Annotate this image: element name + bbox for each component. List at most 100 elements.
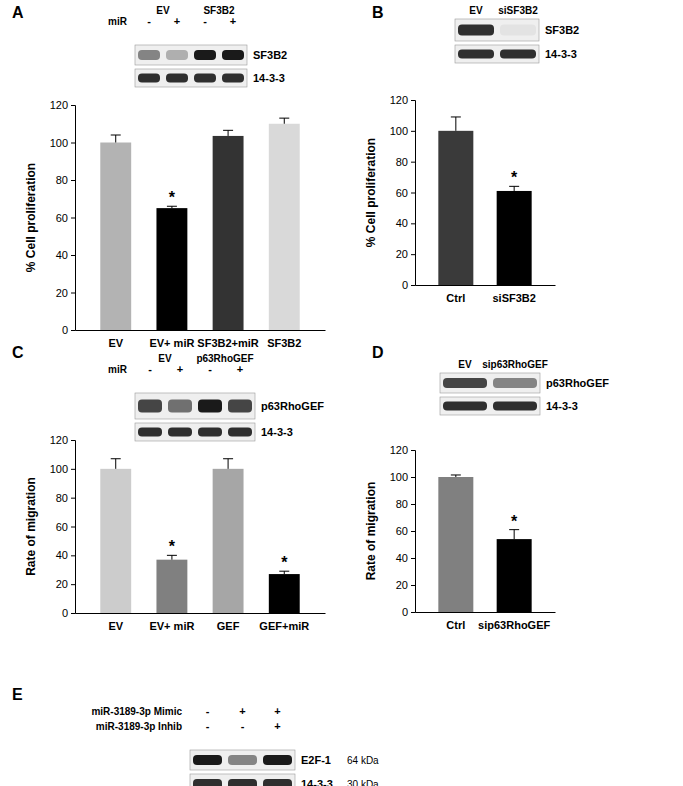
- x-tick: EV: [108, 337, 123, 349]
- y-tick: 0: [402, 279, 415, 291]
- lane-group-label: EV: [458, 359, 472, 370]
- panel-label: D: [372, 344, 384, 361]
- x-tick: SF3B2: [267, 337, 301, 349]
- y-tick: 120: [50, 434, 75, 446]
- error-bars: [111, 118, 290, 208]
- lane-group-label: EV: [469, 5, 483, 16]
- bar: [213, 136, 244, 330]
- y-axis-title: Rate of migration: [24, 477, 38, 576]
- error-bar-line: [284, 118, 285, 124]
- blot-strip: [190, 750, 295, 770]
- x-tick: EV: [108, 620, 123, 632]
- y-tick-mark: [411, 193, 415, 194]
- y-tick-mark: [71, 527, 75, 528]
- error-bar-cap: [451, 116, 461, 117]
- treatment-sign: -: [241, 720, 245, 732]
- y-tick-label: 60: [396, 525, 408, 537]
- y-tick: 120: [390, 444, 415, 456]
- y-tick: 20: [56, 578, 75, 590]
- treatment-sign: -: [203, 15, 207, 27]
- error-bar-line: [514, 186, 515, 191]
- treatment-sign: +: [239, 705, 245, 717]
- y-axis: 020406080100120: [50, 434, 76, 619]
- y-tick-mark: [71, 105, 75, 106]
- blot-band: [198, 400, 222, 413]
- y-tick: 120: [50, 99, 75, 111]
- plot-area: [438, 475, 531, 612]
- y-tick-label: 0: [62, 607, 68, 619]
- y-tick-mark: [71, 498, 75, 499]
- blot-strip: [455, 45, 539, 63]
- treatment-label: miR-3189-3p Mimic: [91, 706, 182, 717]
- y-tick: 80: [56, 174, 75, 186]
- y-tick-label: 100: [390, 471, 408, 483]
- y-axis-title: % Cell proliferation: [364, 138, 378, 247]
- treatment-sign: -: [147, 15, 151, 27]
- y-tick: 60: [396, 187, 415, 199]
- bar-chart: 020406080100120CtrlsiSF3B2% Cell prolife…: [364, 94, 556, 304]
- x-tick-label: EV+ miR: [149, 337, 194, 349]
- bar: [269, 574, 300, 613]
- blot-strip: [135, 45, 247, 65]
- band-label: 14-3-3: [545, 48, 577, 60]
- blot-band: [194, 50, 216, 60]
- x-tick-label: siSF3B2: [492, 292, 535, 304]
- x-tick: GEF: [217, 620, 240, 632]
- bar-chart: 020406080100120Ctrlsip63RhoGEFRate of mi…: [364, 444, 556, 631]
- y-tick-mark: [71, 555, 75, 556]
- significance-mark: *: [281, 554, 288, 571]
- x-axis: CtrlsiSF3B2: [416, 286, 556, 304]
- error-bar: [451, 475, 461, 477]
- panel-label: A: [12, 4, 24, 21]
- y-tick-label: 100: [50, 463, 68, 475]
- y-tick-label: 100: [390, 125, 408, 137]
- y-tick-label: 60: [396, 187, 408, 199]
- y-tick-label: 80: [56, 174, 68, 186]
- bar: [100, 143, 131, 331]
- blot-band: [193, 755, 222, 765]
- lane-group-label: siSF3B2: [498, 5, 538, 16]
- blot-band: [500, 50, 536, 59]
- blot-band: [263, 779, 292, 786]
- y-tick: 60: [56, 212, 75, 224]
- significance-mark: *: [169, 189, 176, 206]
- western-blot: EV siSF3B2 SF3B2 14-3-3: [455, 5, 579, 63]
- y-tick: 60: [396, 525, 415, 537]
- blot-band: [138, 428, 162, 437]
- y-axis: 020406080100120: [50, 99, 76, 336]
- band-label: SF3B2: [253, 49, 287, 61]
- x-tick-label: EV: [108, 337, 123, 349]
- y-tick: 100: [50, 137, 75, 149]
- y-tick: 20: [396, 579, 415, 591]
- treatment-sign: -: [206, 720, 210, 732]
- error-bar-line: [228, 459, 229, 469]
- error-bar: [509, 530, 519, 539]
- y-tick-mark: [71, 293, 75, 294]
- x-tick: siSF3B2: [492, 292, 535, 304]
- treatment-sign: +: [230, 15, 236, 27]
- blot-band: [194, 74, 216, 83]
- x-axis: EVEV+ miRGEFGEF+miR: [76, 614, 326, 632]
- error-bar-line: [455, 117, 456, 131]
- error-bar: [279, 118, 289, 124]
- y-tick-mark: [411, 504, 415, 505]
- blot-band: [228, 428, 252, 437]
- band-size: 64 kDa: [347, 755, 379, 766]
- blot-band: [198, 428, 222, 437]
- x-axis-line: [416, 285, 556, 286]
- error-bar-line: [514, 530, 515, 539]
- y-tick: 60: [56, 521, 75, 533]
- blot-band: [228, 779, 257, 786]
- error-bar: [223, 459, 233, 469]
- band-label: SF3B2: [545, 24, 579, 36]
- y-tick-label: 0: [402, 606, 408, 618]
- x-axis: EVEV+ miRSF3B2+miRSF3B2: [76, 331, 326, 349]
- y-tick-label: 80: [56, 492, 68, 504]
- y-tick: 100: [390, 125, 415, 137]
- y-tick-mark: [71, 180, 75, 181]
- error-bar-line: [115, 459, 116, 469]
- bar: [438, 131, 473, 285]
- error-bars: [451, 117, 519, 191]
- blot-strip: [190, 774, 295, 786]
- blot-band: [443, 402, 487, 411]
